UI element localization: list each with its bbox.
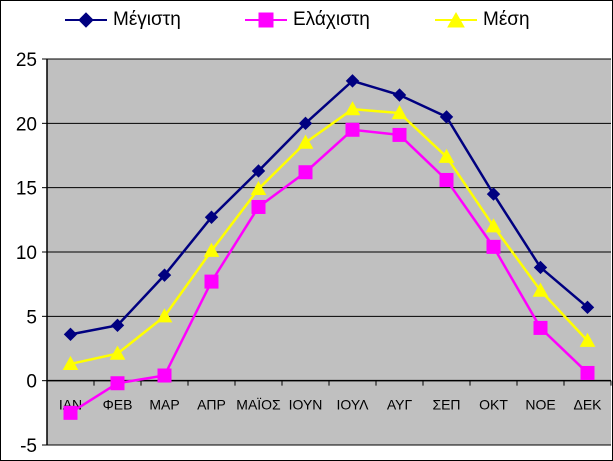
data-point (156, 308, 173, 323)
y-tick-label: -5 (20, 436, 37, 457)
data-point (345, 122, 360, 137)
legend-label-min: Ελάχιστη (293, 9, 370, 30)
data-point (344, 101, 361, 116)
legend: Μέγιστη Ελάχιστη Μέση (1, 1, 613, 41)
data-point (579, 332, 596, 347)
data-point (204, 274, 219, 289)
data-point (392, 127, 407, 142)
data-point (203, 242, 220, 257)
data-point (62, 355, 79, 371)
data-point (533, 320, 548, 335)
y-tick-label: 0 (26, 372, 37, 393)
legend-label-max: Μέγιστη (113, 9, 181, 30)
x-tick-label: ΦΕΒ (103, 397, 133, 413)
data-point (298, 116, 313, 131)
data-point (486, 187, 501, 201)
legend-item-max: Μέγιστη (61, 7, 181, 33)
x-tick-label: ΜΑΡ (149, 397, 179, 413)
data-point (251, 199, 266, 214)
data-point (110, 376, 125, 391)
data-point (157, 368, 172, 383)
legend-swatch-max (65, 12, 107, 28)
y-tick-label: 5 (26, 307, 37, 328)
data-point (63, 327, 78, 342)
data-point (438, 148, 455, 163)
y-tick-label: 10 (16, 243, 37, 264)
series-line (69, 128, 589, 414)
series-square (63, 122, 595, 420)
x-tick-label: ΑΠΡ (197, 397, 226, 413)
legend-item-min: Ελάχιστη (241, 7, 370, 33)
data-point (439, 110, 454, 124)
series-line (70, 79, 589, 336)
data-point (157, 268, 172, 282)
data-point (110, 318, 125, 333)
y-tick-label: 20 (16, 114, 37, 135)
legend-swatch-min (245, 12, 287, 28)
x-tick-label: ΝΟΕ (525, 397, 555, 413)
data-point (345, 74, 360, 88)
x-tick-label: ΔΕΚ (573, 397, 602, 413)
x-tick-label: ΜΑΪΟΣ (236, 397, 281, 413)
data-point (250, 180, 267, 196)
data-point (439, 172, 454, 187)
legend-label-mean: Μέση (483, 9, 530, 30)
x-tick-label: ΟΚΤ (479, 397, 508, 413)
data-point (204, 210, 219, 224)
series-triangle (62, 101, 596, 371)
data-point (251, 164, 266, 178)
x-tick-label: ΙΟΥΝ (289, 397, 323, 413)
legend-item-mean: Μέση (431, 7, 530, 33)
x-tick-label: ΑΥΓ (387, 397, 413, 413)
x-tick-label: ΣΕΠ (432, 397, 460, 413)
x-tick-label: ΙΟΥΛ (337, 397, 370, 413)
y-tick-label: 25 (16, 50, 37, 71)
data-point (391, 105, 408, 120)
data-point (532, 282, 549, 297)
series-line (70, 107, 589, 366)
data-point (392, 88, 407, 102)
legend-swatch-mean (435, 11, 477, 28)
data-point (485, 218, 502, 233)
data-point (109, 345, 126, 360)
data-point (63, 405, 78, 420)
data-point (298, 165, 313, 180)
data-point (486, 239, 501, 254)
data-point (580, 365, 595, 380)
y-tick-label: 15 (16, 179, 37, 200)
data-point (533, 260, 548, 275)
series-diamond (63, 74, 595, 342)
data-point (580, 300, 595, 315)
data-point (297, 134, 314, 149)
